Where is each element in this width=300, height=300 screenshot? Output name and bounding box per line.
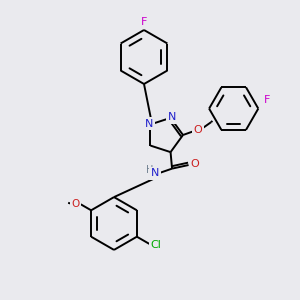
Text: N: N [145, 118, 153, 128]
Text: O: O [194, 125, 202, 135]
Text: Cl: Cl [151, 240, 161, 250]
Text: F: F [141, 16, 147, 27]
Text: O: O [71, 199, 80, 209]
Text: N: N [151, 168, 159, 178]
Text: O: O [191, 159, 200, 170]
Text: N: N [168, 112, 176, 122]
Text: H: H [146, 165, 154, 176]
Text: F: F [263, 94, 270, 105]
